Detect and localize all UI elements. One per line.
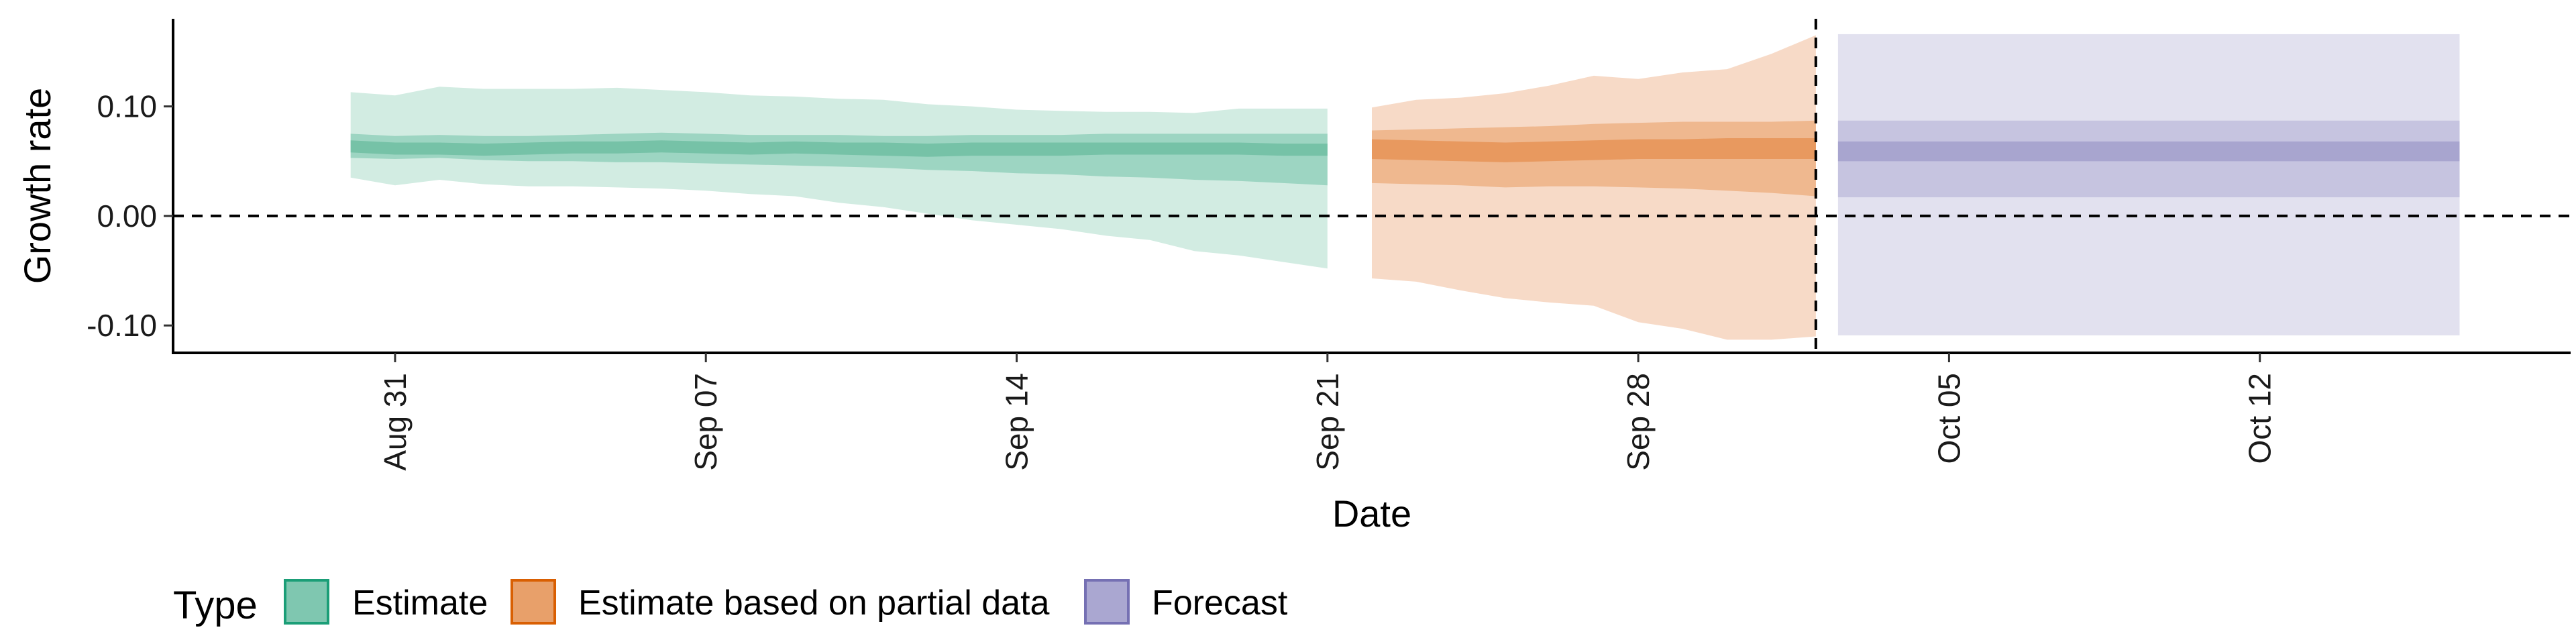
y-axis-title: Growth rate [16, 88, 58, 284]
estimate-band-20 [350, 140, 1328, 157]
axes: -0.10 0.00 0.10 Aug 31 Sep 07 Sep 14 Sep 21 Sep… [87, 19, 2571, 471]
x-tick-label: Sep 28 [1621, 373, 1656, 471]
x-tick-label: Sep 14 [1000, 373, 1034, 471]
y-tick-label: 0.10 [97, 89, 157, 124]
legend-label-forecast: Forecast [1152, 584, 1288, 623]
legend-title: Type [173, 584, 258, 627]
y-tick-label: -0.10 [87, 308, 157, 343]
x-tick-label: Oct 05 [1931, 373, 1966, 464]
estimate-based-on-partial-data-band-90 [1372, 35, 1816, 340]
x-tick-label: Oct 12 [2243, 373, 2277, 464]
x-tick-label: Sep 07 [688, 373, 723, 471]
x-tick-label: Sep 21 [1310, 373, 1345, 471]
legend-label-estimate-based-on-partial-data: Estimate based on partial data [578, 584, 1050, 623]
plot-area [173, 19, 2571, 353]
estimate-based-on-partial-data-band-20 [1372, 138, 1816, 162]
forecast-band-inner [1837, 141, 2460, 162]
x-axis-title: Date [1332, 492, 1411, 535]
legend-key-estimate [284, 579, 329, 625]
estimate-band-90 [350, 87, 1328, 269]
legend-label-estimate: Estimate [352, 584, 488, 623]
legend-key-estimate-based-on-partial-data [511, 579, 556, 625]
legend: Type Estimate Estimate based on partial d… [173, 579, 1288, 627]
legend-key-forecast [1084, 579, 1130, 625]
y-tick-label: 0.00 [97, 199, 157, 233]
x-tick-label: Aug 31 [378, 373, 413, 471]
